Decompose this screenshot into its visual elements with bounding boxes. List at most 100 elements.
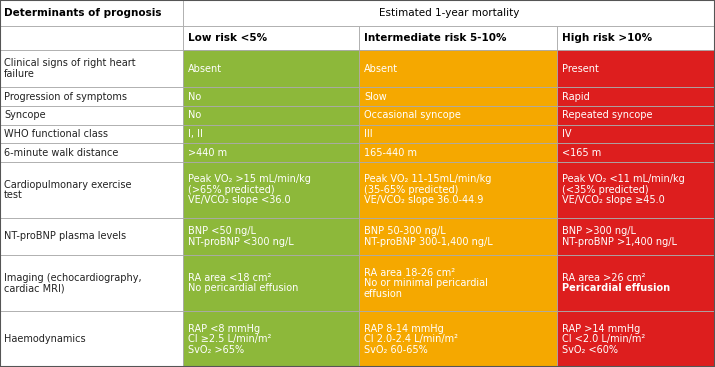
Text: Intermediate risk 5-10%: Intermediate risk 5-10%	[364, 33, 506, 43]
Bar	[0, 106, 183, 124]
Text: CI 2.0-2.4 L/min/m²: CI 2.0-2.4 L/min/m²	[364, 334, 458, 344]
Text: BNP <50 ng/L: BNP <50 ng/L	[188, 226, 256, 236]
Bar	[359, 255, 557, 311]
Text: Cardiopulmonary exercise: Cardiopulmonary exercise	[4, 179, 132, 190]
Text: SvO₂ <60%: SvO₂ <60%	[562, 345, 618, 355]
Text: CI <2.0 L/min/m²: CI <2.0 L/min/m²	[562, 334, 645, 344]
Bar	[0, 143, 183, 162]
Text: (>65% predicted): (>65% predicted)	[188, 185, 275, 195]
Bar	[359, 26, 557, 50]
Bar	[183, 218, 359, 255]
Text: No or minimal pericardial: No or minimal pericardial	[364, 278, 488, 288]
Text: Low risk <5%: Low risk <5%	[188, 33, 267, 43]
Bar	[359, 311, 557, 367]
Text: SvO₂ 60-65%: SvO₂ 60-65%	[364, 345, 428, 355]
Text: failure: failure	[4, 69, 35, 79]
Text: Peak VO₂ 11-15mL/min/kg: Peak VO₂ 11-15mL/min/kg	[364, 174, 491, 184]
Bar	[557, 50, 715, 87]
Text: VE/VCO₂ slope 36.0-44.9: VE/VCO₂ slope 36.0-44.9	[364, 195, 483, 206]
Bar	[0, 87, 183, 106]
Bar	[557, 143, 715, 162]
Bar	[557, 218, 715, 255]
Bar	[557, 124, 715, 143]
Text: 165-440 m: 165-440 m	[364, 148, 417, 157]
Text: I, II: I, II	[188, 129, 203, 139]
Bar	[183, 0, 715, 26]
Text: No: No	[188, 110, 201, 120]
Text: effusion: effusion	[364, 288, 403, 299]
Text: Repeated syncope: Repeated syncope	[562, 110, 653, 120]
Bar	[183, 26, 359, 50]
Text: Absent: Absent	[364, 63, 398, 74]
Bar	[557, 106, 715, 124]
Text: RAP 8-14 mmHg: RAP 8-14 mmHg	[364, 324, 444, 334]
Text: Syncope: Syncope	[4, 110, 46, 120]
Bar	[557, 87, 715, 106]
Text: RAP >14 mmHg: RAP >14 mmHg	[562, 324, 640, 334]
Text: RA area <18 cm²: RA area <18 cm²	[188, 273, 272, 283]
Bar	[183, 50, 359, 87]
Text: Determinants of prognosis: Determinants of prognosis	[4, 8, 162, 18]
Bar	[0, 255, 183, 311]
Text: cardiac MRI): cardiac MRI)	[4, 283, 64, 293]
Text: III: III	[364, 129, 373, 139]
Bar	[183, 143, 359, 162]
Bar	[359, 124, 557, 143]
Text: <165 m: <165 m	[562, 148, 601, 157]
Bar	[183, 311, 359, 367]
Text: Imaging (echocardiography,: Imaging (echocardiography,	[4, 273, 142, 283]
Text: Haemodynamics: Haemodynamics	[4, 334, 86, 344]
Bar	[359, 162, 557, 218]
Bar	[0, 50, 183, 87]
Bar	[183, 124, 359, 143]
Bar	[183, 255, 359, 311]
Text: >440 m: >440 m	[188, 148, 227, 157]
Bar	[557, 255, 715, 311]
Text: Absent: Absent	[188, 63, 222, 74]
Text: 6-minute walk distance: 6-minute walk distance	[4, 148, 119, 157]
Bar	[0, 311, 183, 367]
Bar	[557, 311, 715, 367]
Text: NT-proBNP plasma levels: NT-proBNP plasma levels	[4, 232, 126, 241]
Text: IV: IV	[562, 129, 571, 139]
Bar	[359, 218, 557, 255]
Text: NT-proBNP 300-1,400 ng/L: NT-proBNP 300-1,400 ng/L	[364, 237, 493, 247]
Text: Peak VO₂ >15 mL/min/kg: Peak VO₂ >15 mL/min/kg	[188, 174, 311, 184]
Text: BNP 50-300 ng/L: BNP 50-300 ng/L	[364, 226, 445, 236]
Text: SvO₂ >65%: SvO₂ >65%	[188, 345, 244, 355]
Bar	[0, 0, 183, 26]
Text: WHO functional class: WHO functional class	[4, 129, 108, 139]
Text: Progression of symptoms: Progression of symptoms	[4, 92, 127, 102]
Text: No pericardial effusion: No pericardial effusion	[188, 283, 298, 293]
Bar	[359, 87, 557, 106]
Bar	[0, 26, 183, 50]
Bar	[0, 124, 183, 143]
Bar	[359, 50, 557, 87]
Text: Rapid: Rapid	[562, 92, 590, 102]
Bar	[183, 87, 359, 106]
Text: NT-proBNP <300 ng/L: NT-proBNP <300 ng/L	[188, 237, 294, 247]
Text: Peak VO₂ <11 mL/min/kg: Peak VO₂ <11 mL/min/kg	[562, 174, 685, 184]
Text: VE/VCO₂ slope ≥45.0: VE/VCO₂ slope ≥45.0	[562, 195, 665, 206]
Bar	[359, 143, 557, 162]
Bar	[183, 106, 359, 124]
Text: test: test	[4, 190, 23, 200]
Text: Occasional syncope: Occasional syncope	[364, 110, 461, 120]
Bar	[557, 26, 715, 50]
Bar	[359, 106, 557, 124]
Text: RAP <8 mmHg: RAP <8 mmHg	[188, 324, 260, 334]
Bar	[183, 162, 359, 218]
Bar	[0, 162, 183, 218]
Text: Present: Present	[562, 63, 599, 74]
Text: Pericardial effusion: Pericardial effusion	[562, 283, 670, 293]
Bar	[0, 218, 183, 255]
Text: High risk >10%: High risk >10%	[562, 33, 652, 43]
Text: Clinical signs of right heart: Clinical signs of right heart	[4, 58, 136, 68]
Text: Estimated 1-year mortality: Estimated 1-year mortality	[379, 8, 519, 18]
Text: Slow: Slow	[364, 92, 387, 102]
Text: RA area >26 cm²: RA area >26 cm²	[562, 273, 646, 283]
Text: RA area 18-26 cm²: RA area 18-26 cm²	[364, 268, 455, 277]
Text: NT-proBNP >1,400 ng/L: NT-proBNP >1,400 ng/L	[562, 237, 677, 247]
Text: (35-65% predicted): (35-65% predicted)	[364, 185, 458, 195]
Text: VE/VCO₂ slope <36.0: VE/VCO₂ slope <36.0	[188, 195, 290, 206]
